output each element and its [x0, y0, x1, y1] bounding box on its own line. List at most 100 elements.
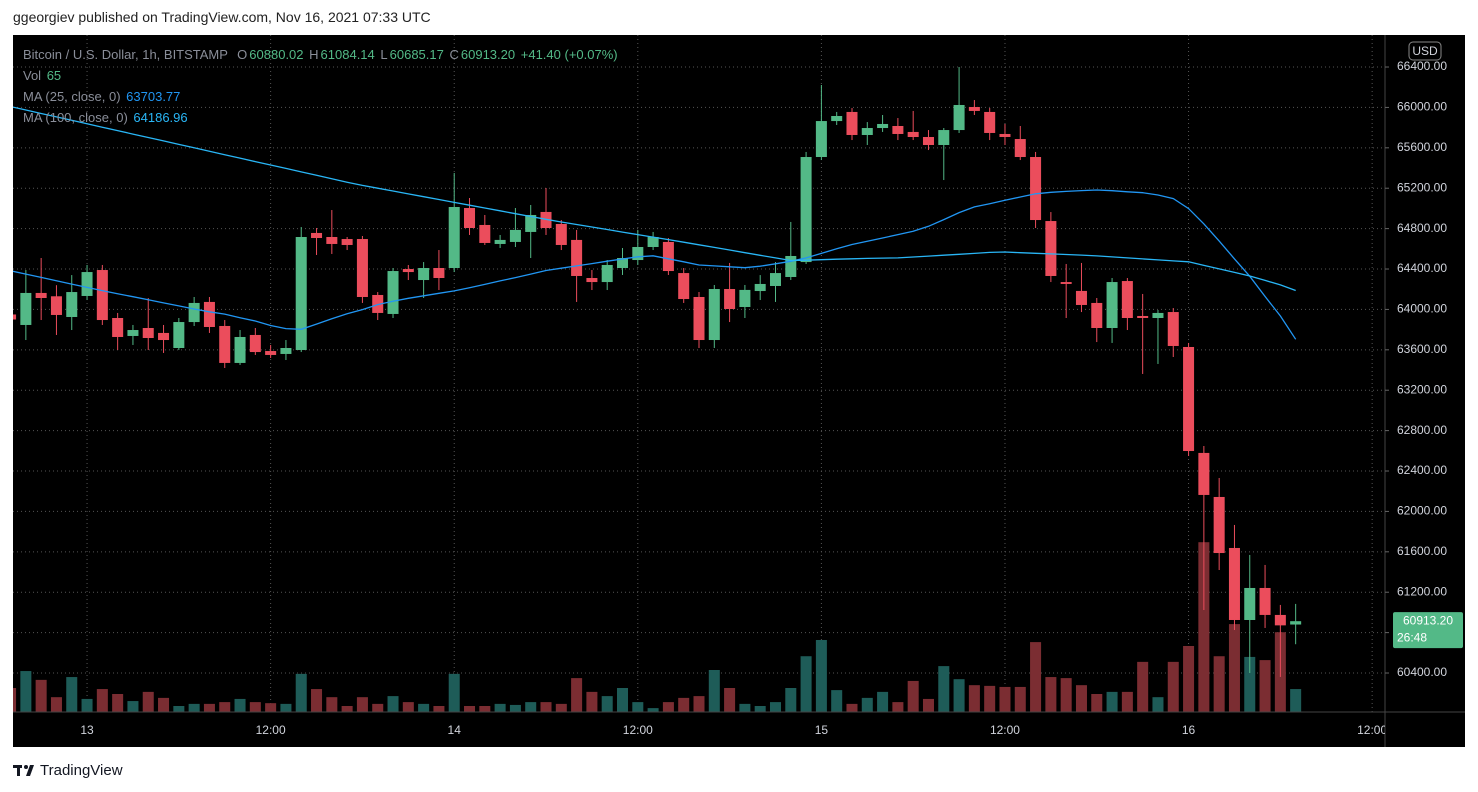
y-tick-label: 62400.00 — [1397, 463, 1447, 477]
y-tick-label: 63600.00 — [1397, 342, 1447, 356]
candle-body — [769, 273, 782, 286]
volume-bar — [861, 697, 873, 712]
volume-bar — [494, 703, 506, 712]
candle-body — [1137, 315, 1149, 319]
volume-bar — [616, 687, 629, 712]
candle-body — [922, 137, 934, 145]
volume-bar — [754, 705, 766, 712]
candle-body — [540, 211, 552, 229]
volume-bar — [815, 639, 827, 712]
open-label: O — [237, 47, 248, 62]
candle-body — [509, 229, 521, 242]
candle-body — [1213, 496, 1225, 554]
time-axis: 13 12:00 14 12:00 15 12:00 16 12:00 — [80, 723, 1385, 737]
ma-value: 64186.96 — [133, 110, 188, 125]
low-value: 60685.17 — [389, 47, 444, 62]
close-label: C — [449, 47, 459, 62]
candle-body — [219, 325, 231, 363]
volume-bar — [418, 703, 430, 712]
candle-body — [525, 214, 537, 232]
volume-bar — [555, 703, 567, 712]
volume-bar — [448, 673, 460, 712]
volume-bar — [464, 705, 476, 712]
candle-body — [479, 224, 491, 243]
volume-bar — [326, 697, 338, 712]
x-tick-label: 14 — [448, 723, 462, 737]
volume-bar — [1014, 686, 1026, 712]
x-tick-label: 12:00 — [256, 723, 286, 737]
candle-body — [402, 269, 414, 273]
currency: USD — [1412, 44, 1438, 58]
candle-body — [1274, 614, 1286, 626]
legend-row: Vol 65 — [23, 65, 620, 86]
volume-bar — [724, 687, 736, 712]
volume-bar — [693, 696, 705, 712]
volume-bar — [1030, 642, 1042, 712]
x-tick-label: 12:00 — [623, 723, 653, 737]
volume-value: 65 — [46, 68, 62, 83]
candle-body — [464, 208, 476, 229]
candle-body — [35, 292, 47, 299]
y-tick-label: 65600.00 — [1397, 140, 1447, 154]
candle-body — [1106, 282, 1118, 328]
candle-body — [861, 128, 873, 135]
volume-bar — [525, 702, 537, 712]
candle-body — [295, 236, 307, 351]
volume-bar — [1060, 678, 1072, 712]
volume-bar — [341, 705, 353, 712]
grid — [13, 35, 1385, 712]
y-tick-label: 60400.00 — [1397, 665, 1447, 679]
candle-body — [1075, 290, 1087, 305]
volume-bar — [968, 685, 980, 712]
candle-body — [571, 239, 583, 276]
volume-bar — [571, 678, 583, 712]
y-tick-label: 64800.00 — [1397, 221, 1447, 235]
volume-bar — [647, 708, 659, 712]
candle-body — [265, 351, 277, 355]
candle-body — [800, 157, 812, 263]
volume-bar — [1152, 697, 1164, 712]
y-tick-label: 65200.00 — [1397, 180, 1447, 194]
tv-logo — [13, 765, 34, 776]
volume-bar — [540, 702, 552, 712]
volume-bar — [387, 696, 399, 712]
candle-body — [234, 336, 246, 363]
volume-bar — [1167, 661, 1179, 712]
change: +41.40 (+0.07%) — [520, 47, 618, 62]
volume-bar — [938, 666, 950, 712]
candle-body — [50, 296, 62, 315]
volume-bar — [311, 689, 323, 712]
candle-body — [188, 302, 200, 323]
symbol: Bitcoin / U.S. Dollar, 1h, BITSTAMP — [23, 47, 228, 62]
bar-countdown: 26:48 — [1397, 630, 1427, 644]
volume-bar — [142, 691, 154, 712]
candle-body — [953, 104, 965, 131]
candle-body — [846, 111, 858, 135]
candle-body — [81, 272, 93, 296]
y-tick-label: 62800.00 — [1397, 423, 1447, 437]
candle-body — [1152, 312, 1164, 319]
volume-bar — [662, 702, 674, 712]
candle-body — [387, 271, 399, 314]
candle-body — [326, 236, 338, 244]
open-value: 60880.02 — [249, 47, 304, 62]
y-tick-label: 66400.00 — [1397, 59, 1447, 73]
volume-bar — [1121, 691, 1133, 712]
volume-bar — [907, 680, 919, 712]
candle-body — [433, 268, 445, 279]
volume-bar — [1045, 677, 1057, 712]
volume-bar — [1228, 624, 1240, 712]
volume-bar — [1183, 645, 1195, 712]
volume-bar — [372, 703, 384, 712]
ma-value: 63703.77 — [126, 89, 181, 104]
candle-body — [249, 334, 261, 353]
volume-bar — [953, 679, 965, 712]
candle-body — [1198, 452, 1210, 495]
publish-info: ggeorgiev published on TradingView.com, … — [13, 9, 431, 25]
legend-row: MA (100, close, 0) 64186.96 — [23, 107, 620, 128]
ma-line — [13, 189, 1297, 340]
candle-body — [616, 258, 629, 269]
volume-bar — [158, 697, 170, 712]
candle-body — [1060, 282, 1072, 284]
